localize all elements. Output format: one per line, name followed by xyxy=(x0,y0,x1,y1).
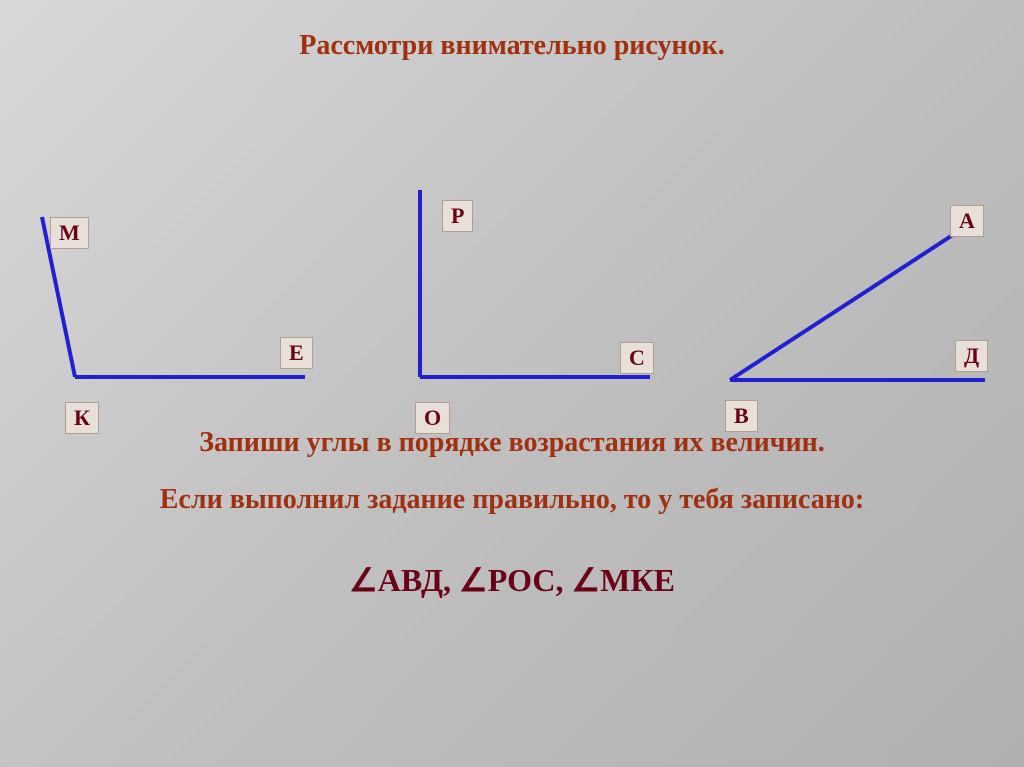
label-e: Е xyxy=(280,337,313,369)
answer-text: ∠АВД, ∠РОС, ∠МКЕ xyxy=(0,561,1024,599)
angles-diagram-container: М К Е Р О С А В Д xyxy=(0,102,1024,382)
label-o: О xyxy=(415,402,450,434)
page-title: Рассмотри внимательно рисунок. xyxy=(0,0,1024,62)
label-p: Р xyxy=(442,200,473,232)
label-c: С xyxy=(620,342,654,374)
label-m: М xyxy=(50,217,89,249)
instruction-line2: Если выполнил задание правильно, то у те… xyxy=(0,484,1024,516)
label-d: Д xyxy=(955,340,988,372)
label-k: К xyxy=(65,402,99,434)
angle3-ray1 xyxy=(730,227,965,380)
angles-svg xyxy=(0,102,1024,422)
label-a: А xyxy=(950,205,984,237)
label-v: В xyxy=(725,400,758,432)
instruction-line1: Запиши углы в порядке возрастания их вел… xyxy=(0,427,1024,459)
